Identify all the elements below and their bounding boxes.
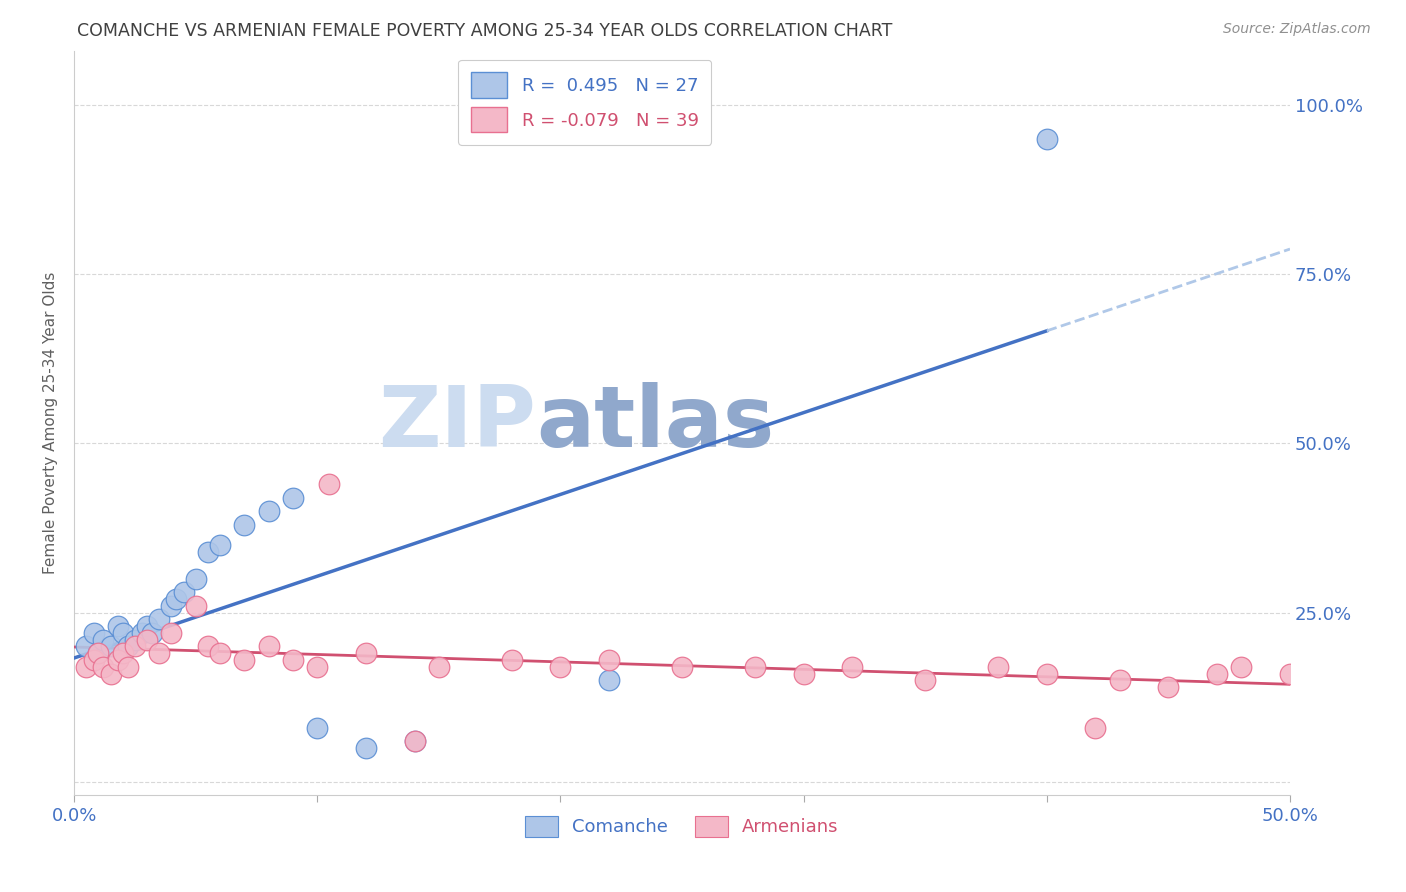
Point <box>83 626 105 640</box>
Point <box>87 646 110 660</box>
Point <box>87 646 110 660</box>
Point <box>141 626 163 640</box>
Point <box>117 640 139 654</box>
Point <box>124 640 146 654</box>
Text: Source: ZipAtlas.com: Source: ZipAtlas.com <box>1223 22 1371 37</box>
Point <box>671 659 693 673</box>
Point <box>1036 666 1059 681</box>
Point <box>1230 659 1253 673</box>
Point <box>124 632 146 647</box>
Point <box>307 721 329 735</box>
Point <box>160 626 183 640</box>
Point <box>148 612 170 626</box>
Point <box>404 734 426 748</box>
Point <box>107 619 129 633</box>
Point <box>318 477 340 491</box>
Point <box>197 640 219 654</box>
Point <box>136 632 159 647</box>
Point <box>75 659 97 673</box>
Text: COMANCHE VS ARMENIAN FEMALE POVERTY AMONG 25-34 YEAR OLDS CORRELATION CHART: COMANCHE VS ARMENIAN FEMALE POVERTY AMON… <box>77 22 893 40</box>
Point <box>281 491 304 505</box>
Point <box>354 646 377 660</box>
Point <box>404 734 426 748</box>
Point <box>136 619 159 633</box>
Point <box>1206 666 1229 681</box>
Text: atlas: atlas <box>536 382 775 465</box>
Point <box>598 653 620 667</box>
Point <box>281 653 304 667</box>
Point <box>233 517 256 532</box>
Point <box>307 659 329 673</box>
Point <box>257 640 280 654</box>
Point <box>131 626 153 640</box>
Point <box>1108 673 1130 688</box>
Point <box>173 585 195 599</box>
Point <box>501 653 523 667</box>
Point <box>744 659 766 673</box>
Point <box>100 640 122 654</box>
Point <box>148 646 170 660</box>
Point <box>184 572 207 586</box>
Point <box>1036 131 1059 145</box>
Point <box>257 504 280 518</box>
Point <box>100 666 122 681</box>
Point <box>427 659 450 673</box>
Point <box>793 666 815 681</box>
Point <box>111 646 134 660</box>
Point <box>598 673 620 688</box>
Point <box>83 653 105 667</box>
Point <box>550 659 572 673</box>
Point <box>107 653 129 667</box>
Point <box>1084 721 1107 735</box>
Y-axis label: Female Poverty Among 25-34 Year Olds: Female Poverty Among 25-34 Year Olds <box>44 272 58 574</box>
Point <box>987 659 1010 673</box>
Point <box>117 659 139 673</box>
Point <box>91 632 114 647</box>
Point <box>160 599 183 613</box>
Point <box>1279 666 1302 681</box>
Point <box>91 659 114 673</box>
Point <box>841 659 863 673</box>
Point <box>233 653 256 667</box>
Point <box>208 538 231 552</box>
Point <box>208 646 231 660</box>
Point <box>111 626 134 640</box>
Point <box>75 640 97 654</box>
Point <box>1157 680 1180 694</box>
Point <box>197 544 219 558</box>
Text: ZIP: ZIP <box>378 382 536 465</box>
Point <box>165 592 187 607</box>
Legend: Comanche, Armenians: Comanche, Armenians <box>516 807 848 846</box>
Point <box>354 741 377 756</box>
Point <box>184 599 207 613</box>
Point <box>914 673 936 688</box>
